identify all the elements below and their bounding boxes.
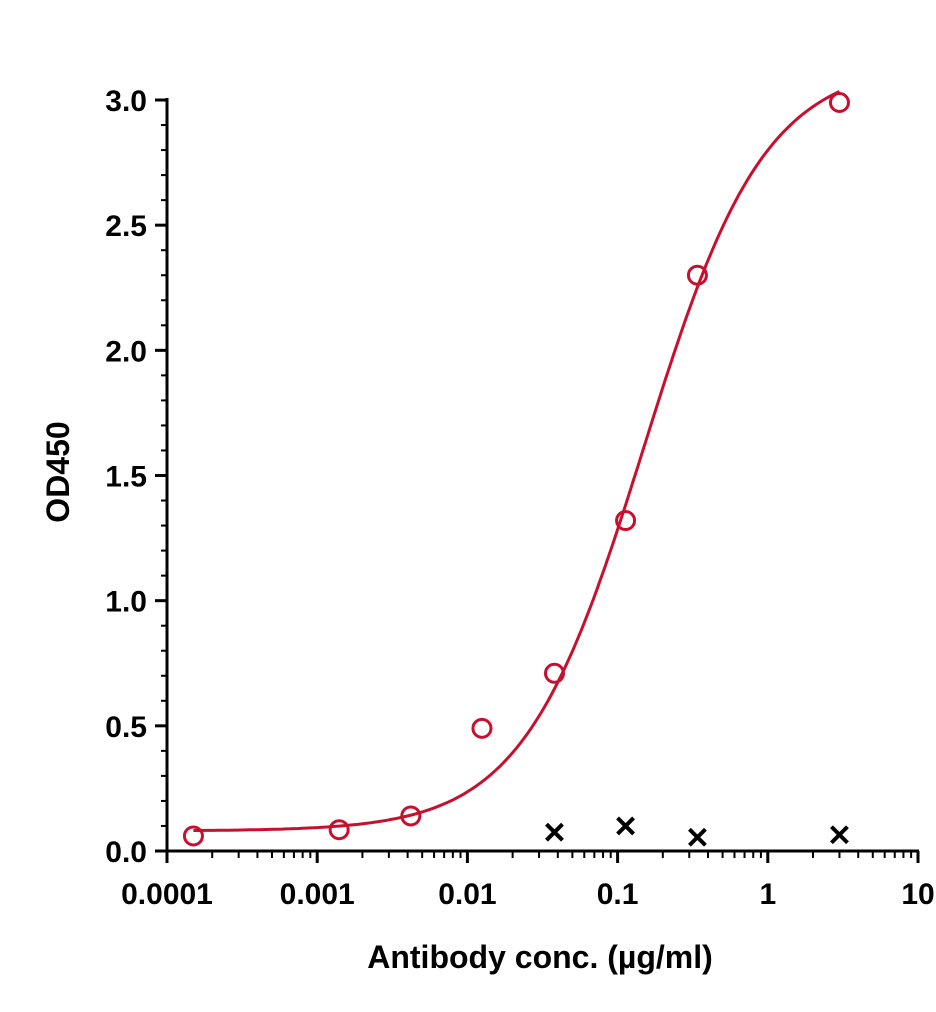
x-tick-label: 0.0001: [121, 878, 213, 911]
data-point-circle: [471, 717, 493, 739]
x-marker-stroke: [545, 822, 564, 842]
data-point-x: [616, 816, 635, 836]
x-marker-stroke: [830, 825, 849, 845]
x-tick-label: 0.001: [280, 878, 355, 911]
fit-curves: [193, 90, 841, 832]
data-point-x: [688, 827, 707, 847]
fit-curve: [193, 90, 841, 832]
x-tick-label: 0.01: [438, 878, 496, 911]
y-tick-label: 3.0: [105, 85, 147, 118]
y-tick-label: 2.0: [105, 335, 147, 368]
x-axis-title: Antibody conc. (µg/ml): [367, 939, 713, 975]
tick-marks: [155, 98, 920, 863]
tick-labels: 0.0 0.5 1.0 1.5 2.0 2.5 3.0 0.0001 0.001 0.01 0.1 1…: [105, 85, 934, 911]
axes: [165, 98, 919, 853]
x-tick-label: 10: [901, 878, 934, 911]
data-point-circle: [182, 825, 204, 847]
y-tick-label: 0.5: [105, 711, 147, 744]
data-point-circle: [328, 819, 350, 841]
x-marker-stroke: [688, 827, 707, 847]
y-tick-label: 2.5: [105, 210, 147, 243]
x-marker-stroke: [616, 816, 635, 836]
x-tick-label: 0.1: [597, 878, 639, 911]
data-point-circle: [543, 662, 565, 684]
data-point-circle: [828, 92, 850, 114]
y-tick-label: 1.0: [105, 586, 147, 619]
data-point-circle: [686, 264, 708, 286]
data-point-x: [545, 822, 564, 842]
x-tick-label: 1: [759, 878, 776, 911]
y-tick-label: 1.5: [105, 461, 147, 494]
data-points: [182, 92, 850, 847]
data-point-circle: [615, 510, 637, 532]
data-point-circle: [400, 805, 422, 827]
y-tick-label: 0.0: [105, 836, 147, 869]
data-point-x: [830, 825, 849, 845]
y-axis-title: OD450: [40, 421, 76, 522]
